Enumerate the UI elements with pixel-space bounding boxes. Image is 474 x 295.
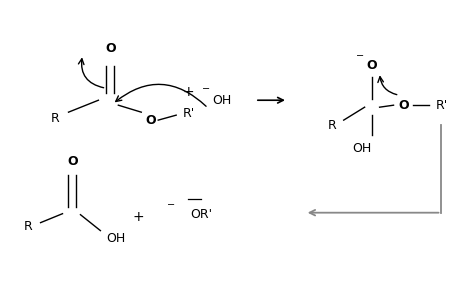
Text: OH: OH [107,232,126,245]
Text: $\mathsf{-}$: $\mathsf{-}$ [201,82,210,92]
Text: O: O [398,99,409,112]
Text: R': R' [183,107,195,120]
Text: OH: OH [352,142,371,155]
Text: +: + [132,210,144,224]
Text: R': R' [435,99,447,112]
Text: OH: OH [212,94,232,107]
Text: O: O [105,42,116,55]
Text: O: O [145,114,155,127]
Text: O: O [366,59,377,72]
Text: $\mathsf{-}$: $\mathsf{-}$ [355,50,364,59]
Text: $\mathsf{-}$: $\mathsf{-}$ [165,198,175,208]
Text: +: + [182,85,194,99]
Text: OR': OR' [190,208,212,221]
Text: R: R [51,112,60,125]
Text: R: R [24,220,33,233]
Text: R: R [328,119,336,132]
Text: O: O [67,155,78,168]
